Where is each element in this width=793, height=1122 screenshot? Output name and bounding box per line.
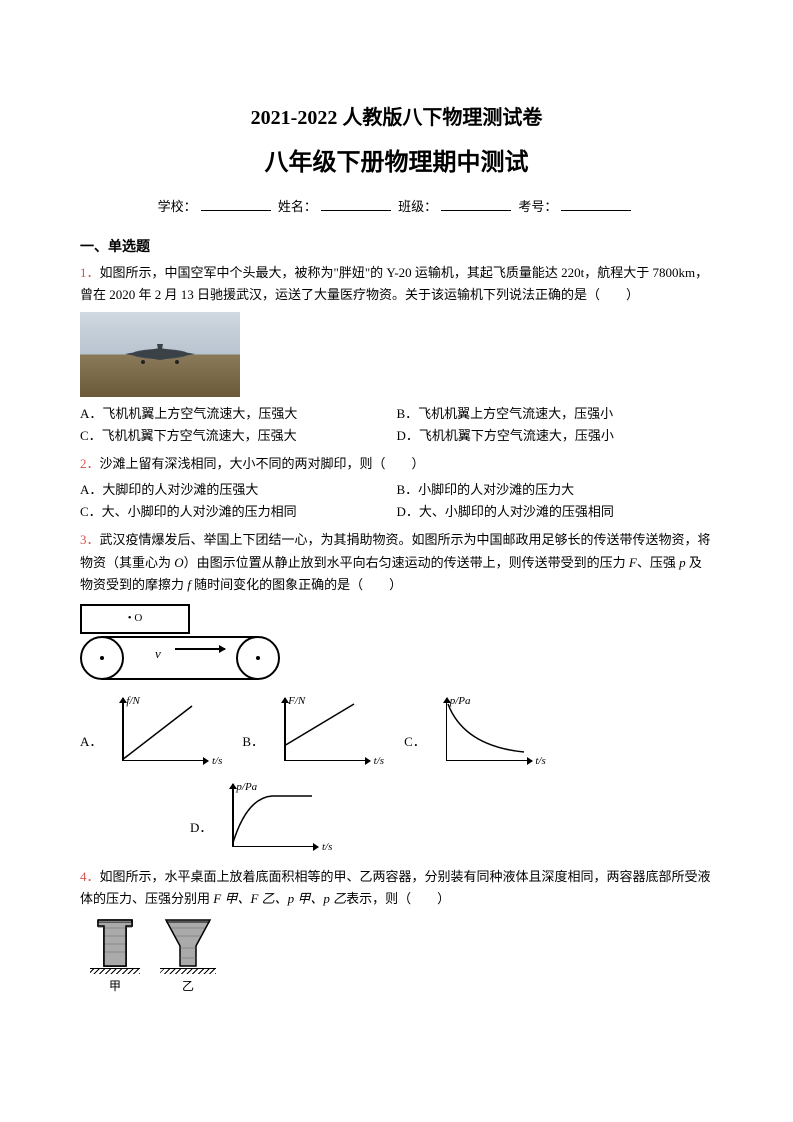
q2-opt-b: B．小脚印的人对沙滩的压力大 <box>397 479 714 501</box>
class-blank[interactable] <box>441 197 511 211</box>
container-a-label: 甲 <box>109 976 121 998</box>
graph-b: F/N t/s <box>270 694 380 774</box>
q2-number: 2． <box>80 456 100 471</box>
graph-a-xlabel: t/s <box>212 752 222 772</box>
graph-d-xaxis <box>232 846 318 848</box>
graph-a-curve <box>122 698 212 760</box>
q3-var-F: F <box>629 555 637 570</box>
q3-var-O: O <box>174 555 183 570</box>
school-blank[interactable] <box>201 197 271 211</box>
q3-figure-conveyor: • O v <box>80 604 280 684</box>
q3-text-5: 随时间变化的图象正确的是（ ） <box>191 577 402 592</box>
graph-c-xlabel: t/s <box>535 752 545 772</box>
name-label: 姓名： <box>278 199 317 214</box>
q3-option-d: D． p/Pa t/s <box>190 780 328 860</box>
graph-a: f/N t/s <box>108 694 218 774</box>
q3-opt-a-label: A． <box>80 730 102 753</box>
name-blank[interactable] <box>321 197 391 211</box>
q1-figure-plane <box>80 312 240 397</box>
q4-text-2: 表示，则（ ） <box>346 891 450 906</box>
question-1: 1．如图所示，中国空军中个头最大，被称为"胖妞"的 Y-20 运输机，其起飞质量… <box>80 262 713 306</box>
graph-b-xaxis <box>284 760 370 762</box>
question-2: 2．沙滩上留有深浅相同，大小不同的两对脚印，则（ ） <box>80 453 713 475</box>
q3-graph-row-1: A． f/N t/s B． F/N t/s C． p/Pa t <box>80 694 713 774</box>
q1-number: 1． <box>80 265 100 280</box>
q3-number: 3． <box>80 532 100 547</box>
q3-graph-row-2: D． p/Pa t/s <box>80 780 713 860</box>
container-b-icon <box>162 918 214 968</box>
container-b-label: 乙 <box>182 976 194 998</box>
graph-d: p/Pa t/s <box>218 780 328 860</box>
q3-opt-c-label: C． <box>404 730 426 753</box>
q2-opt-d: D．大、小脚印的人对沙滩的压强相同 <box>397 501 714 523</box>
graph-c: p/Pa t/s <box>432 694 542 774</box>
belt-top-line <box>102 636 258 638</box>
graph-c-xaxis <box>446 760 532 762</box>
conveyor-wheel-right <box>236 636 280 680</box>
section-1-header: 一、单选题 <box>80 235 713 260</box>
graph-d-xlabel: t/s <box>322 838 332 858</box>
page-title-2: 八年级下册物理期中测试 <box>80 142 713 185</box>
q3-option-a: A． f/N t/s <box>80 694 218 774</box>
velocity-label: v <box>155 642 161 665</box>
q4-vars: F 甲、F 乙、p 甲、p 乙 <box>213 891 346 906</box>
container-a-icon <box>92 918 138 968</box>
ground-b <box>160 968 216 974</box>
page-title-1: 2021-2022 人教版八下物理测试卷 <box>80 100 713 136</box>
graph-b-curve <box>284 698 374 760</box>
q2-text: 沙滩上留有深浅相同，大小不同的两对脚印，则（ ） <box>100 456 425 471</box>
class-label: 班级： <box>398 199 437 214</box>
q4-number: 4． <box>80 869 100 884</box>
examno-label: 考号： <box>518 199 557 214</box>
container-b-wrap: 乙 <box>160 918 216 998</box>
q3-option-b: B． F/N t/s <box>242 694 380 774</box>
q3-text-2: ）由图示位置从静止放到水平向右匀速运动的传送带上，则传送带受到的压力 <box>184 555 629 570</box>
conveyor-box: • O <box>80 604 190 634</box>
examno-blank[interactable] <box>561 197 631 211</box>
q1-opt-a: A．飞机机翼上方空气流速大，压强大 <box>80 403 397 425</box>
belt-bottom-line <box>102 678 258 680</box>
q1-opt-d: D．飞机机翼下方空气流速大，压强小 <box>397 425 714 447</box>
container-a-wrap: 甲 <box>90 918 140 998</box>
q4-figure-containers: 甲 乙 <box>80 918 713 998</box>
q3-opt-d-label: D． <box>190 816 212 839</box>
q2-opt-a: A．大脚印的人对沙滩的压强大 <box>80 479 397 501</box>
graph-a-xaxis <box>122 760 208 762</box>
velocity-arrow <box>175 648 225 650</box>
q2-options: A．大脚印的人对沙滩的压强大 B．小脚印的人对沙滩的压力大 C．大、小脚印的人对… <box>80 479 713 523</box>
graph-b-xlabel: t/s <box>374 752 384 772</box>
box-center-label: • O <box>128 609 143 629</box>
q3-text-3: 、压强 <box>637 555 679 570</box>
q1-opt-c: C．飞机机翼下方空气流速大，压强大 <box>80 425 397 447</box>
ground-a <box>90 968 140 974</box>
q1-options: A．飞机机翼上方空气流速大，压强大 B．飞机机翼上方空气流速大，压强小 C．飞机… <box>80 403 713 447</box>
airplane-icon <box>105 336 215 372</box>
q3-opt-b-label: B． <box>242 730 264 753</box>
q3-option-c: C． p/Pa t/s <box>404 694 542 774</box>
graph-c-curve <box>446 698 536 760</box>
conveyor-wheel-left <box>80 636 124 680</box>
q2-opt-c: C．大、小脚印的人对沙滩的压力相同 <box>80 501 397 523</box>
graph-d-curve <box>232 784 322 846</box>
q1-text: 如图所示，中国空军中个头最大，被称为"胖妞"的 Y-20 运输机，其起飞质量能达… <box>80 265 708 302</box>
question-3: 3．武汉疫情爆发后、举国上下团结一心，为其捐助物资。如图所示为中国邮政用足够长的… <box>80 529 713 595</box>
school-label: 学校： <box>158 199 197 214</box>
q1-opt-b: B．飞机机翼上方空气流速大，压强小 <box>397 403 714 425</box>
student-info-line: 学校： 姓名： 班级： 考号： <box>80 195 713 218</box>
question-4: 4．如图所示，水平桌面上放着底面积相等的甲、乙两容器，分别装有同种液体且深度相同… <box>80 866 713 910</box>
